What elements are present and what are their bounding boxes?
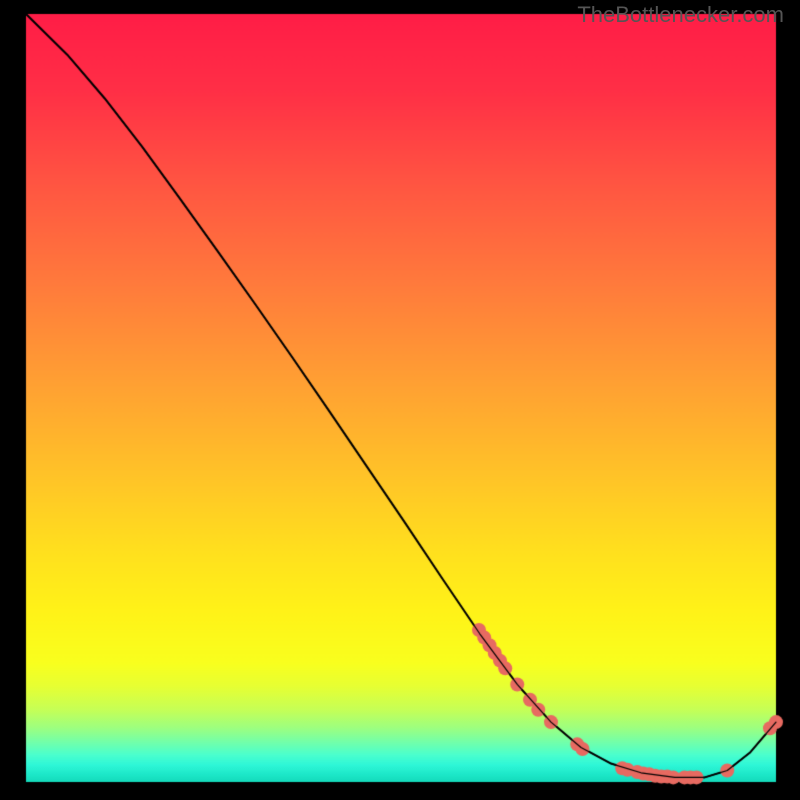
bottleneck-curve-chart	[0, 0, 800, 800]
